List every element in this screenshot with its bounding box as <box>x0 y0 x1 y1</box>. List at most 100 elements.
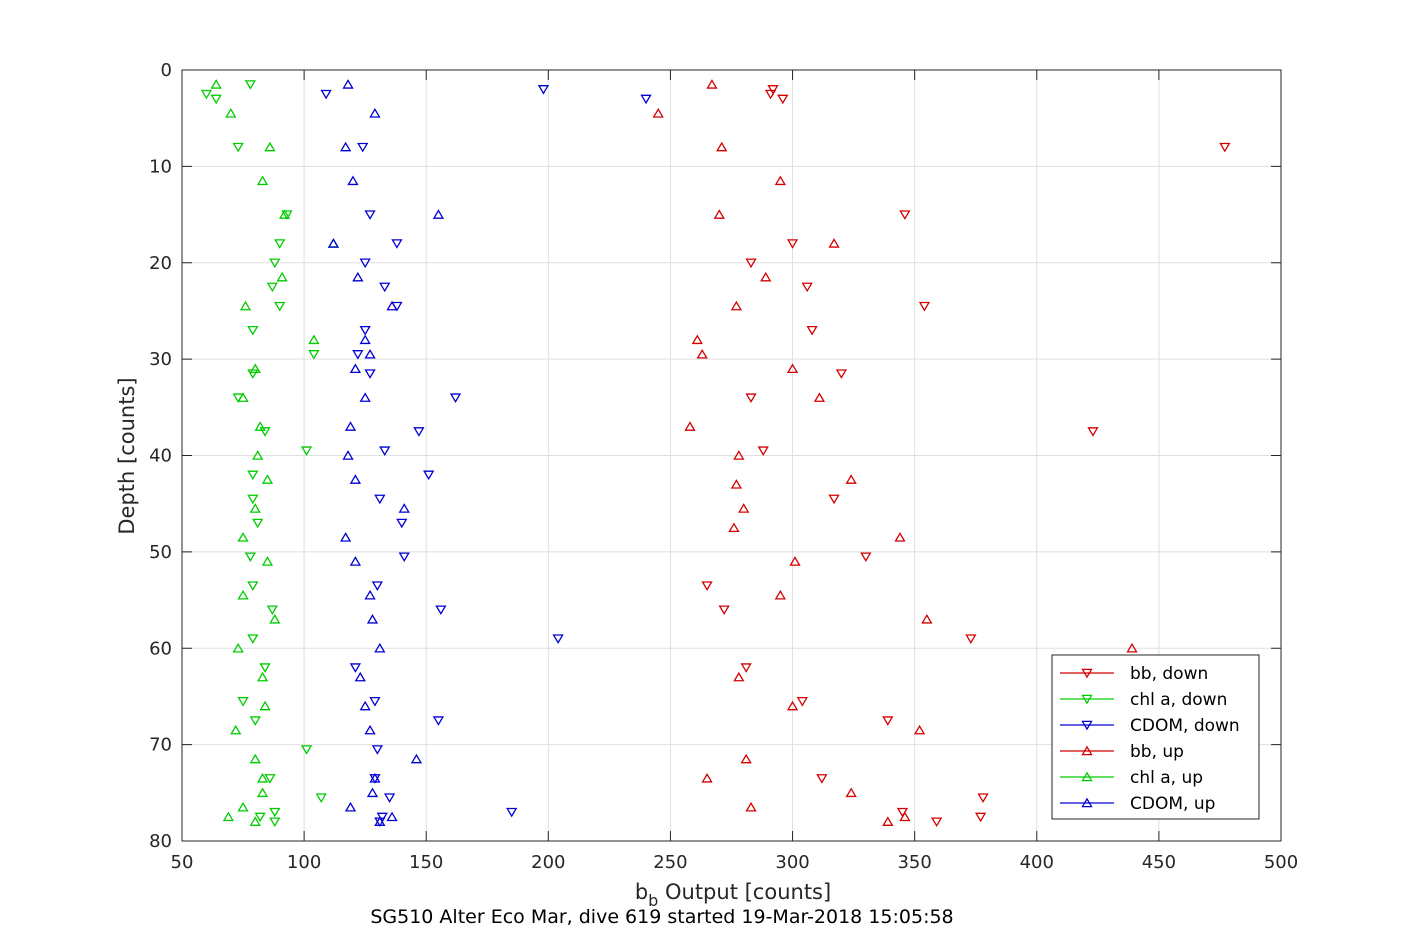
data-point <box>882 816 894 826</box>
data-point <box>379 446 391 457</box>
legend-label: CDOM, down <box>1130 716 1240 736</box>
data-point <box>745 258 757 269</box>
data-point <box>899 811 911 822</box>
legend-label: bb, up <box>1130 742 1184 762</box>
data-point <box>232 642 244 653</box>
series-4 <box>210 79 340 826</box>
data-point <box>931 817 943 828</box>
data-point <box>249 363 261 374</box>
series-5 <box>327 79 445 826</box>
data-point <box>506 807 518 818</box>
data-point <box>371 745 384 755</box>
data-point <box>728 522 740 533</box>
y-tick-label: 0 <box>161 60 172 81</box>
data-point <box>740 663 752 673</box>
data-point <box>786 363 799 374</box>
data-point <box>352 350 364 360</box>
data-point <box>730 300 743 311</box>
data-point <box>269 807 281 818</box>
data-point <box>237 697 249 707</box>
data-point <box>344 421 357 431</box>
data-point <box>327 238 340 248</box>
axis-ticks: 50 100 150 200 250 300 350 400 450 500 0 10 20 30 40 50… <box>149 60 1298 873</box>
data-point <box>308 350 320 360</box>
data-point <box>396 518 408 529</box>
data-point <box>364 348 376 359</box>
data-point <box>247 634 259 644</box>
data-point <box>369 108 381 118</box>
data-point <box>684 421 696 431</box>
data-point <box>789 556 801 566</box>
data-point <box>249 716 261 726</box>
data-point <box>320 89 332 100</box>
data-point <box>921 614 933 624</box>
legend-marker <box>1081 797 1093 808</box>
data-point <box>423 470 435 481</box>
data-point <box>259 663 271 673</box>
data-point <box>249 503 261 513</box>
chart-title: SG510 Alter Eco Mar, dive 619 started 19… <box>370 906 953 928</box>
data-point <box>364 589 376 600</box>
x-tick-label: 450 <box>1142 852 1176 873</box>
data-point <box>210 79 222 89</box>
data-point <box>359 700 371 711</box>
legend-marker <box>1081 720 1093 731</box>
data-point <box>767 85 779 95</box>
data-point <box>1219 142 1231 153</box>
data-point <box>249 816 261 826</box>
data-point <box>706 79 718 89</box>
data-point <box>349 474 362 484</box>
series-3 <box>652 79 1138 826</box>
data-point <box>537 85 550 95</box>
data-point <box>364 724 376 735</box>
series-0 <box>701 85 1231 828</box>
legend-marker <box>1081 668 1093 679</box>
y-tick-label: 30 <box>149 349 172 370</box>
data-point <box>256 773 269 783</box>
data-point <box>247 470 259 481</box>
y-tick-label: 10 <box>149 156 172 177</box>
data-point <box>300 745 313 755</box>
data-point <box>379 282 391 293</box>
data-point <box>347 175 359 186</box>
data-point <box>259 427 271 437</box>
data-point <box>278 209 291 219</box>
data-point <box>828 494 840 505</box>
data-point <box>230 724 242 735</box>
data-point <box>364 369 376 379</box>
y-tick-label: 50 <box>149 542 172 563</box>
data-point <box>256 175 269 186</box>
data-point <box>276 271 288 282</box>
data-point <box>344 801 357 812</box>
data-point <box>733 671 745 682</box>
data-point <box>359 392 371 402</box>
data-point <box>315 793 327 803</box>
data-point <box>845 787 857 798</box>
data-point <box>264 141 276 152</box>
data-point <box>339 141 352 152</box>
data-point <box>210 94 222 105</box>
data-point <box>386 811 398 822</box>
data-point <box>244 80 257 90</box>
data-point <box>713 209 725 219</box>
y-tick-label: 60 <box>149 638 172 659</box>
x-axis-label: bb Output [counts] <box>635 880 831 910</box>
data-point <box>796 697 808 707</box>
data-point <box>835 369 848 379</box>
data-point <box>359 258 371 269</box>
data-point <box>733 450 745 460</box>
data-point <box>640 94 652 105</box>
data-point <box>269 258 281 269</box>
data-point <box>369 697 381 707</box>
data-point <box>745 393 757 404</box>
data-point <box>359 334 371 345</box>
data-point <box>374 642 386 653</box>
data-point <box>357 142 369 153</box>
y-tick-label: 80 <box>149 831 172 852</box>
legend-label: chl a, down <box>1130 690 1227 710</box>
data-point <box>774 175 786 186</box>
x-axis-label-rest: Output [counts] <box>658 880 831 904</box>
y-tick-label: 20 <box>149 253 172 274</box>
data-point <box>247 581 259 591</box>
data-markers <box>200 79 1231 828</box>
